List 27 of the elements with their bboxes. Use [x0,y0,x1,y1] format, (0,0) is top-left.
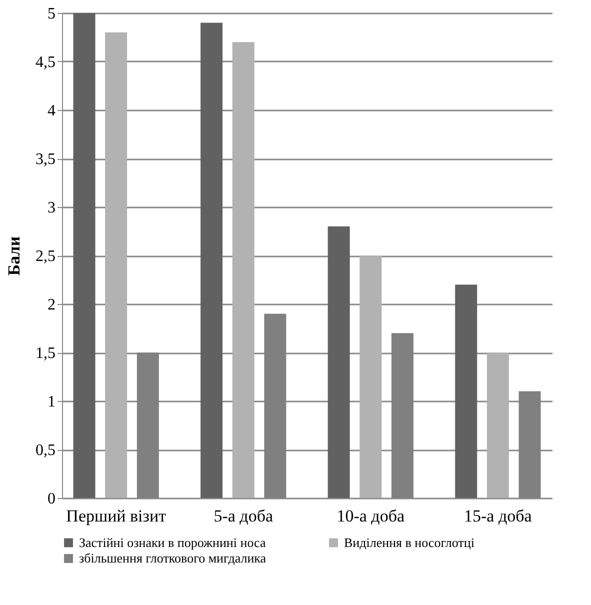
bar [486,352,509,498]
y-tick-label: 1,5 [36,345,56,362]
y-tick-label: 0,5 [36,442,56,459]
y-tick-label: 0 [48,490,56,508]
y-tick-label: 1 [48,394,56,410]
x-tick-label: Перший візит [66,506,167,526]
y-tick-label: 2,5 [36,248,56,265]
bar [328,226,350,498]
x-tick-label: 10-а доба [336,506,405,526]
legend-label: Застійні ознаки в порожнині носа [79,534,266,550]
bar [105,32,128,498]
x-tick-label: 5-а доба [214,506,274,526]
bar [455,284,478,498]
bar [232,42,254,498]
y-axis-title: Бали [4,236,24,276]
y-tick-label: 2 [48,296,56,314]
y-tick-label: 4,5 [36,54,56,71]
y-tick-label: 4 [48,102,56,120]
bar [360,256,382,498]
y-tick-label: 3 [48,200,56,216]
bar [200,22,223,498]
x-tick-label: 15-а доба [464,506,532,526]
y-tick-label: 5 [48,6,56,22]
y-tick-label: 3,5 [36,151,56,168]
bar [73,13,96,498]
legend-label: Виділення в носоглотці [344,534,475,550]
legend-label: збільшення глоткового мигдалика [79,550,266,566]
